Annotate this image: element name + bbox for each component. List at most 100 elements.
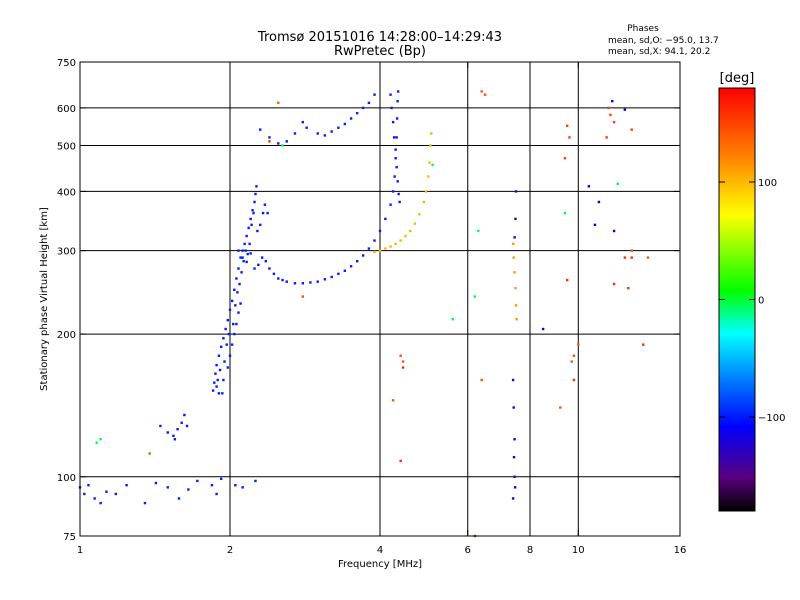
data-point — [399, 239, 402, 242]
data-point — [196, 479, 199, 483]
data-point — [235, 322, 238, 326]
data-point — [239, 256, 242, 259]
data-point — [597, 200, 601, 204]
data-point — [413, 222, 417, 225]
data-point — [389, 203, 392, 206]
data-point — [611, 99, 614, 103]
data-point — [241, 486, 244, 489]
data-point — [225, 343, 228, 346]
data-point — [281, 278, 284, 282]
data-point — [409, 229, 412, 233]
data-point — [247, 226, 250, 230]
data-point — [93, 497, 96, 500]
data-point — [114, 492, 118, 496]
data-point — [217, 392, 221, 395]
data-point — [222, 378, 225, 382]
data-point — [541, 327, 545, 331]
data-point — [285, 140, 288, 143]
data-point — [277, 277, 280, 280]
data-point — [384, 217, 387, 221]
data-point — [215, 492, 218, 496]
y-axis-ticks: 75 100 200 300 400 500 600 750 — [57, 58, 680, 543]
data-point — [217, 354, 221, 357]
data-point — [390, 106, 393, 110]
data-point — [251, 209, 254, 212]
data-point — [513, 475, 516, 478]
data-point — [264, 259, 268, 263]
data-point — [253, 267, 256, 270]
data-point — [248, 242, 251, 246]
data-point — [173, 438, 177, 441]
data-point — [301, 120, 305, 124]
data-point — [623, 108, 627, 111]
data-point — [568, 136, 571, 139]
data-point — [166, 486, 169, 489]
y-tick-label: 500 — [57, 141, 76, 152]
data-point — [422, 200, 426, 204]
data-point — [226, 318, 230, 322]
x-tick-label: 8 — [527, 545, 533, 556]
data-point — [228, 308, 232, 312]
data-point — [373, 250, 376, 254]
data-point — [242, 259, 245, 263]
data-point — [428, 161, 431, 164]
data-point — [105, 490, 108, 493]
data-point — [570, 360, 573, 363]
data-point — [239, 302, 242, 305]
y-tick-label: 400 — [57, 187, 76, 198]
data-point — [255, 185, 258, 188]
data-point — [389, 245, 392, 248]
data-point — [316, 280, 319, 283]
data-point — [246, 252, 249, 256]
data-point — [223, 360, 226, 363]
data-point — [378, 229, 382, 233]
data-point — [99, 501, 102, 505]
chart-title: Tromsø 20151016 14:28:00–14:29:43 — [257, 30, 502, 45]
colorbar-ticks: 100 0 −100 — [719, 178, 785, 424]
data-point — [399, 459, 402, 463]
data-point — [607, 106, 610, 110]
data-point — [245, 260, 248, 264]
data-point — [630, 256, 633, 259]
data-point — [394, 157, 397, 160]
data-point — [349, 265, 353, 268]
data-point — [513, 438, 516, 441]
data-point — [95, 441, 98, 444]
data-point — [477, 229, 480, 233]
data-point — [268, 136, 271, 139]
data-point — [87, 483, 90, 487]
data-point — [261, 211, 265, 215]
data-point — [244, 249, 247, 252]
x-tick-label: 1 — [77, 545, 83, 556]
data-point — [268, 140, 271, 143]
data-point — [213, 381, 216, 384]
data-point — [355, 111, 359, 115]
data-point — [394, 148, 397, 151]
data-point — [259, 223, 262, 227]
data-point — [473, 295, 477, 298]
data-point — [237, 249, 240, 252]
data-point — [211, 389, 215, 392]
data-point — [259, 128, 262, 131]
data-point — [221, 392, 224, 395]
data-point — [233, 332, 236, 336]
data-point — [480, 378, 483, 382]
data-point — [616, 182, 619, 186]
data-point — [245, 234, 248, 238]
data-point — [254, 192, 257, 196]
data-point — [215, 385, 218, 388]
data-point — [237, 311, 240, 314]
data-point — [429, 144, 432, 147]
data-point — [166, 431, 169, 434]
x-axis-label: Frequency [MHz] — [338, 559, 422, 570]
data-point — [511, 378, 515, 382]
data-point — [323, 134, 327, 137]
data-point — [219, 345, 223, 349]
data-point — [305, 126, 308, 129]
data-point — [316, 132, 319, 135]
data-point — [512, 455, 516, 459]
data-point — [277, 101, 280, 105]
data-point — [337, 272, 340, 276]
data-point — [277, 142, 280, 145]
y-tick-label: 100 — [57, 473, 76, 484]
